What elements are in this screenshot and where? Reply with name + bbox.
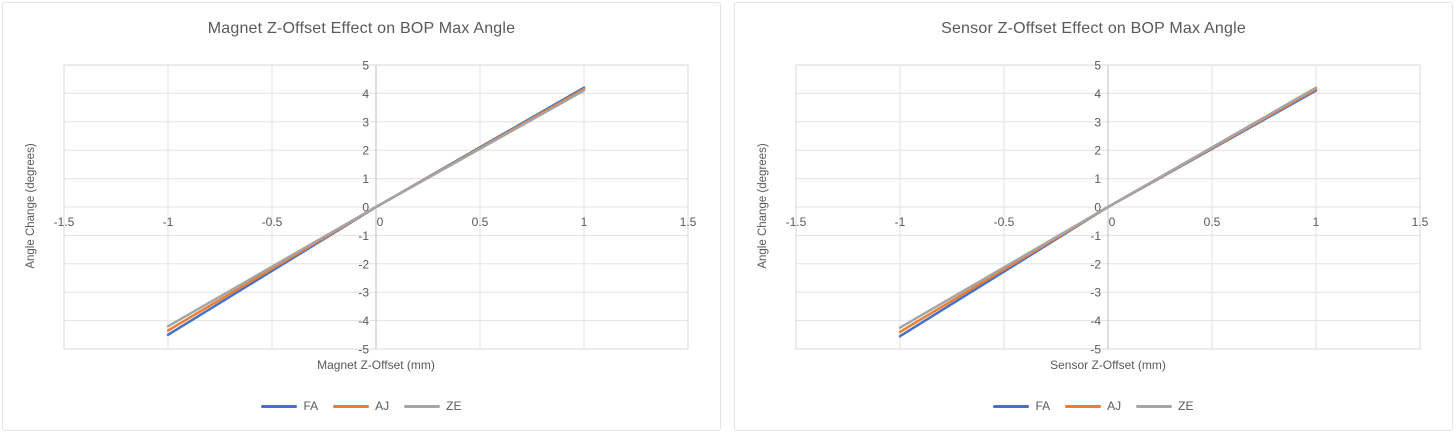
legend-line-swatch <box>1065 404 1102 408</box>
x-axis-title: Sensor Z-Offset (mm) <box>1050 358 1166 372</box>
legend-line-swatch <box>261 404 298 408</box>
legend-label: FA <box>303 399 319 413</box>
svg-text:-5: -5 <box>358 343 369 357</box>
svg-text:2: 2 <box>362 144 369 158</box>
svg-text:-3: -3 <box>1090 286 1101 300</box>
chart-card-sensor-z-offset[interactable]: Sensor Z-Offset Effect on BOP Max Angle … <box>734 2 1453 431</box>
svg-text:-3: -3 <box>358 286 369 300</box>
svg-text:-4: -4 <box>1090 314 1101 328</box>
svg-text:0.5: 0.5 <box>472 215 489 229</box>
svg-text:5: 5 <box>362 59 369 73</box>
svg-text:-2: -2 <box>1090 257 1101 271</box>
legend-item-ze: ZE <box>1136 399 1194 413</box>
svg-text:4: 4 <box>1094 87 1101 101</box>
chart-title: Magnet Z-Offset Effect on BOP Max Angle <box>207 20 516 37</box>
legend-line-swatch <box>333 404 370 408</box>
legend-label: ZE <box>1178 399 1194 413</box>
legend-label: AJ <box>1107 399 1122 413</box>
svg-text:0: 0 <box>1094 201 1101 215</box>
svg-text:-1.5: -1.5 <box>54 215 75 229</box>
svg-text:0: 0 <box>362 201 369 215</box>
svg-text:1: 1 <box>1313 215 1320 229</box>
legend-item-aj: AJ <box>333 399 389 413</box>
legend-item-aj: AJ <box>1065 399 1121 413</box>
chart-card-magnet-z-offset[interactable]: Magnet Z-Offset Effect on BOP Max Angle … <box>2 2 721 431</box>
svg-text:-4: -4 <box>358 314 369 328</box>
legend-line-swatch <box>404 404 441 408</box>
svg-text:1: 1 <box>581 215 588 229</box>
svg-text:0.5: 0.5 <box>1204 215 1221 229</box>
svg-text:-1.5: -1.5 <box>786 215 807 229</box>
legend-label: ZE <box>446 399 462 413</box>
svg-text:3: 3 <box>362 115 369 129</box>
svg-text:-0.5: -0.5 <box>994 215 1015 229</box>
svg-text:-1: -1 <box>895 215 906 229</box>
legend-line-swatch <box>993 404 1030 408</box>
svg-text:0: 0 <box>1109 215 1116 229</box>
chart-title: Sensor Z-Offset Effect on BOP Max Angle <box>941 20 1246 37</box>
svg-text:1.5: 1.5 <box>680 215 697 229</box>
legend-item-fa: FA <box>261 399 318 413</box>
plot-area: -1.5 -1 -0.5 0 0.5 1 1.5 -5 -4 -3 -2 -1 0 1 2 3 4 5 <box>54 59 697 357</box>
svg-text:5: 5 <box>1094 59 1101 73</box>
legend: FA AJ ZE <box>3 399 720 413</box>
svg-text:-1: -1 <box>358 229 369 243</box>
svg-text:4: 4 <box>362 87 369 101</box>
legend-item-fa: FA <box>993 399 1050 413</box>
legend-item-ze: ZE <box>404 399 462 413</box>
x-axis-title: Magnet Z-Offset (mm) <box>317 358 435 372</box>
legend: FA AJ ZE <box>735 399 1452 413</box>
svg-text:-2: -2 <box>358 257 369 271</box>
svg-text:-0.5: -0.5 <box>262 215 283 229</box>
svg-text:-1: -1 <box>1090 229 1101 243</box>
legend-label: FA <box>1035 399 1051 413</box>
legend-line-swatch <box>1136 404 1173 408</box>
plot-area: -1.5 -1 -0.5 0 0.5 1 1.5 -5 -4 -3 -2 -1 0 1 2 3 4 5 <box>786 59 1429 357</box>
svg-text:3: 3 <box>1094 115 1101 129</box>
svg-text:1: 1 <box>1094 172 1101 186</box>
svg-text:1: 1 <box>362 172 369 186</box>
svg-text:-5: -5 <box>1090 343 1101 357</box>
legend-label: AJ <box>375 399 390 413</box>
svg-text:0: 0 <box>377 215 384 229</box>
svg-text:-1: -1 <box>163 215 174 229</box>
svg-text:1.5: 1.5 <box>1412 215 1429 229</box>
svg-text:2: 2 <box>1094 144 1101 158</box>
